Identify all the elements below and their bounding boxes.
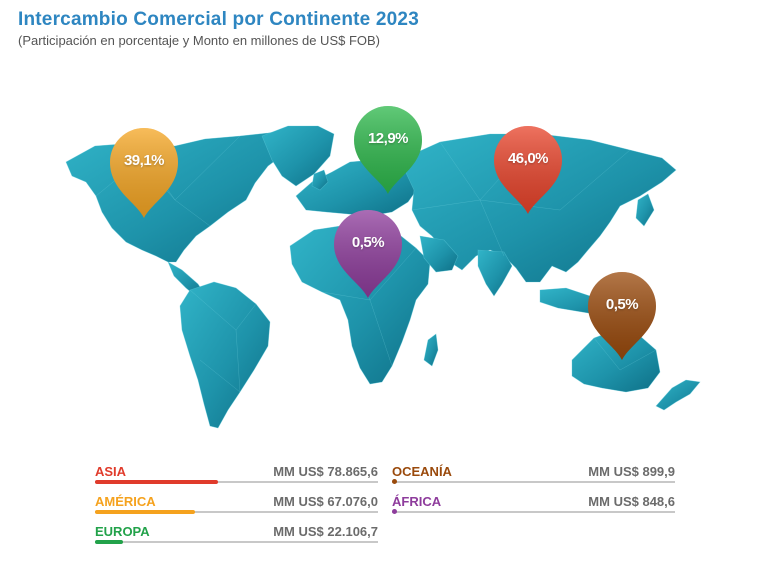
legend-name: ÁFRICA xyxy=(392,494,442,509)
madagascar-landmass xyxy=(423,333,439,367)
new-zealand-landmass xyxy=(655,379,701,411)
india-landmass xyxy=(477,249,513,297)
arabia-landmass xyxy=(419,235,459,273)
legend-bar xyxy=(95,510,195,514)
legend-name: OCEANÍA xyxy=(392,464,452,479)
legend-name: EUROPA xyxy=(95,524,150,539)
pin-label-europa: 12,9% xyxy=(367,130,409,147)
legend-value: MM US$ 899,9 xyxy=(588,464,675,479)
legend-name: ASIA xyxy=(95,464,127,479)
japan-landmass xyxy=(635,193,655,227)
uk-landmass xyxy=(311,169,329,191)
legend-bar xyxy=(392,509,397,514)
page-title: Intercambio Comercial por Continente 202… xyxy=(18,9,419,30)
pin-label-africa: 0,5% xyxy=(351,234,385,251)
legend-bar xyxy=(95,540,123,544)
pin-africa[interactable] xyxy=(334,210,402,298)
legend-name: AMÉRICA xyxy=(95,494,156,509)
legend-value: MM US$ 78.865,6 xyxy=(273,464,378,479)
legend-bar xyxy=(392,479,397,484)
pin-label-america: 39,1% xyxy=(123,152,165,169)
greenland-landmass xyxy=(261,125,335,187)
pin-asia[interactable] xyxy=(493,125,562,214)
south-america-landmass xyxy=(179,281,271,429)
legend-value: MM US$ 22.106,7 xyxy=(273,524,378,539)
pin-oceania[interactable] xyxy=(588,272,656,360)
legend-row-oceania: OCEANÍA MM US$ 899,9 xyxy=(392,458,675,486)
legend-row-america: AMÉRICA MM US$ 67.076,0 xyxy=(95,488,378,516)
page-subtitle: (Participación en porcentaje y Monto en … xyxy=(18,33,381,48)
legend-row-africa: ÁFRICA MM US$ 848,6 xyxy=(392,488,675,516)
legend-row-europa: EUROPA MM US$ 22.106,7 xyxy=(95,518,378,546)
pin-label-oceania: 0,5% xyxy=(605,296,639,313)
legend-value: MM US$ 848,6 xyxy=(588,494,675,509)
pin-europa[interactable] xyxy=(354,106,422,194)
legend-bar xyxy=(95,480,218,484)
pin-label-asia: 46,0% xyxy=(507,150,549,167)
pin-america[interactable] xyxy=(110,128,178,218)
legend-row-asia: ASIA MM US$ 78.865,6 xyxy=(95,458,378,486)
legend-value: MM US$ 67.076,0 xyxy=(273,494,378,509)
